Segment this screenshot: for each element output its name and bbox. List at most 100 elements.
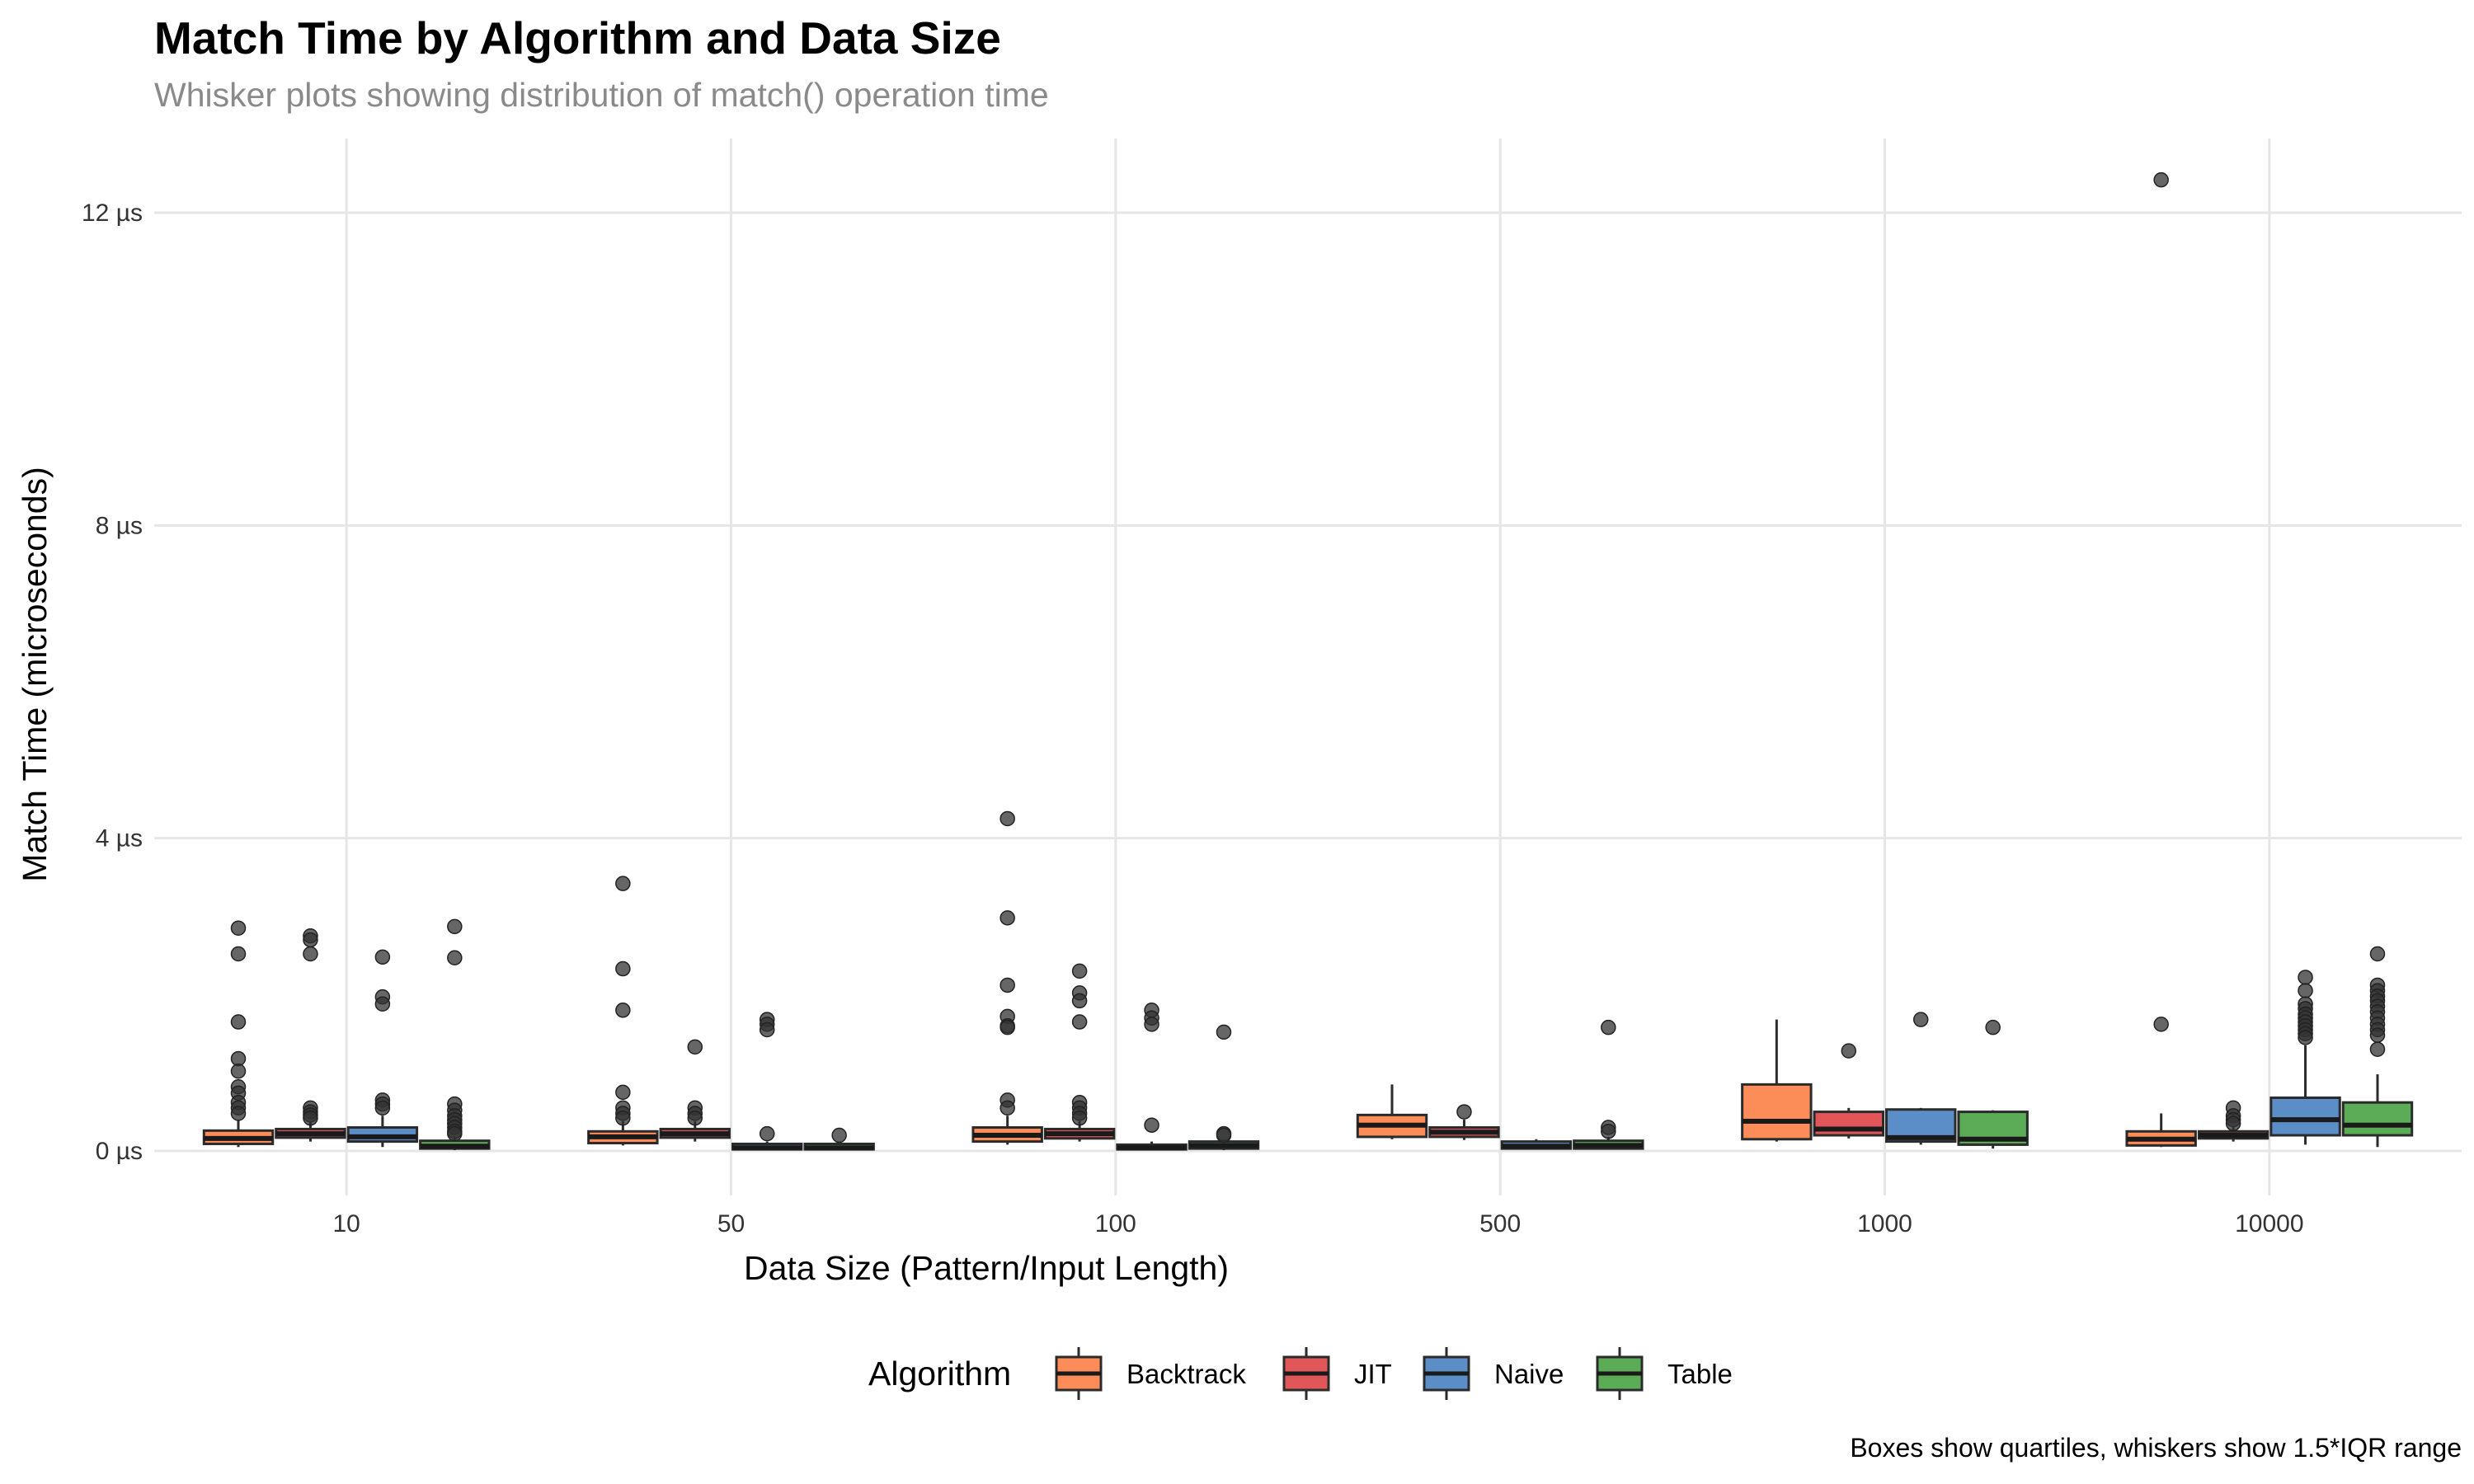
outlier-point <box>374 949 391 965</box>
outlier-point <box>1601 1124 1616 1139</box>
legend-item-table: Table <box>1596 1347 1733 1400</box>
outlier-point <box>303 1110 318 1126</box>
box-backtrack-100 <box>971 1115 1043 1145</box>
outlier-point <box>230 1014 247 1030</box>
outlier-point <box>1216 1127 1232 1144</box>
outlier-point <box>1985 1019 2001 1036</box>
outlier-point <box>615 1084 631 1101</box>
box-backtrack-500 <box>1356 1084 1428 1139</box>
outlier-point <box>2153 171 2169 188</box>
outlier-point <box>374 996 391 1012</box>
x-tick-label: 500 <box>1479 1210 1521 1237</box>
box-series <box>202 1019 2414 1151</box>
legend-item-naive: Naive <box>1423 1347 1564 1400</box>
outlier-point <box>1071 1110 1088 1126</box>
outlier-point <box>447 1125 463 1142</box>
outlier-point <box>1071 963 1088 979</box>
outlier-point <box>2369 946 2386 962</box>
outlier-points <box>230 171 2386 1144</box>
outlier-point <box>1071 1014 1088 1030</box>
outlier-point <box>759 1125 775 1142</box>
outlier-point <box>230 946 247 962</box>
outlier-point <box>615 960 631 977</box>
x-tick-label: 10 <box>332 1210 360 1237</box>
outlier-point <box>2298 1030 2313 1045</box>
box-naive-10 <box>346 1115 419 1148</box>
outlier-point <box>687 1039 703 1055</box>
box-body <box>2341 1101 2414 1137</box>
outlier-point <box>831 1127 847 1144</box>
x-tick-label: 1000 <box>1857 1210 1912 1237</box>
outlier-point <box>999 910 1015 926</box>
outlier-point <box>2298 970 2313 985</box>
outlier-point <box>999 1019 1015 1036</box>
outlier-point <box>999 810 1015 827</box>
legend-item-backtrack: Backtrack <box>1055 1347 1246 1400</box>
outlier-point <box>303 946 318 962</box>
x-axis-title: Data Size (Pattern/Input Length) <box>744 1249 1229 1287</box>
legend: Algorithm Backtrack JIT Naive Table <box>868 1347 1733 1400</box>
y-tick-label: 0 µs <box>96 1138 143 1165</box>
outlier-point <box>230 1064 247 1079</box>
box-table-10000 <box>2341 1074 2414 1148</box>
outlier-point <box>1456 1104 1472 1120</box>
box-body <box>2269 1097 2341 1137</box>
box-backtrack-50 <box>587 1120 659 1146</box>
legend-label: Naive <box>1494 1359 1564 1389</box>
grid-lines <box>154 139 2462 1195</box>
box-naive-50 <box>731 1141 803 1151</box>
box-body <box>1813 1111 1884 1137</box>
box-jit-50 <box>659 1120 731 1142</box>
outlier-point <box>759 1021 775 1038</box>
outlier-point <box>2225 1115 2241 1132</box>
outlier-point <box>230 1106 247 1121</box>
box-jit-1000 <box>1813 1107 1884 1139</box>
box-backtrack-1000 <box>1741 1019 1813 1142</box>
outlier-point <box>1144 1017 1159 1032</box>
outlier-point <box>447 918 463 935</box>
outlier-point <box>1216 1024 1232 1040</box>
y-tick-label: 8 µs <box>96 512 143 539</box>
outlier-point <box>1144 1117 1159 1133</box>
outlier-point <box>2369 1027 2386 1043</box>
outlier-point <box>2153 1017 2169 1032</box>
x-tick-label: 100 <box>1095 1210 1136 1237</box>
box-table-500 <box>1573 1136 1644 1150</box>
y-axis-title: Match Time (microseconds) <box>16 467 54 882</box>
outlier-point <box>1912 1012 1929 1027</box>
box-jit-500 <box>1428 1120 1500 1140</box>
box-naive-500 <box>1500 1139 1573 1150</box>
outlier-point <box>447 950 463 966</box>
box-backtrack-10000 <box>2125 1113 2197 1148</box>
box-naive-100 <box>1116 1141 1188 1151</box>
y-axis-ticks: 0 µs 4 µs 8 µs 12 µs <box>82 200 143 1165</box>
y-tick-label: 12 µs <box>82 200 143 227</box>
outlier-point <box>2298 983 2313 998</box>
y-tick-label: 4 µs <box>96 825 143 852</box>
chart-title: Match Time by Algorithm and Data Size <box>154 12 1001 63</box>
legend-item-jit: JIT <box>1282 1347 1392 1400</box>
box-body <box>1741 1082 1813 1141</box>
x-tick-label: 50 <box>717 1210 745 1237</box>
outlier-point <box>1841 1043 1857 1059</box>
x-axis-ticks: 10 50 100 500 1000 10000 <box>332 1210 2303 1237</box>
chart-caption: Boxes show quartiles, whiskers show 1.5*… <box>1850 1433 2462 1463</box>
legend-title: Algorithm <box>868 1355 1011 1392</box>
legend-label: Backtrack <box>1126 1359 1246 1389</box>
box-backtrack-10 <box>202 1120 275 1148</box>
box-naive-1000 <box>1885 1107 1957 1145</box>
outlier-point <box>615 1003 631 1018</box>
outlier-point <box>687 1110 703 1126</box>
outlier-point <box>615 1110 631 1126</box>
box-table-1000 <box>1957 1110 2029 1149</box>
outlier-point <box>999 977 1015 993</box>
outlier-point <box>230 920 247 936</box>
box-naive-10000 <box>2269 1045 2341 1145</box>
outlier-point <box>1601 1019 1616 1036</box>
outlier-point <box>999 1100 1015 1116</box>
chart-subtitle: Whisker plots showing distribution of ma… <box>154 76 1049 114</box>
outlier-point <box>1071 993 1088 1009</box>
outlier-point <box>615 876 631 891</box>
x-tick-label: 10000 <box>2235 1210 2303 1237</box>
